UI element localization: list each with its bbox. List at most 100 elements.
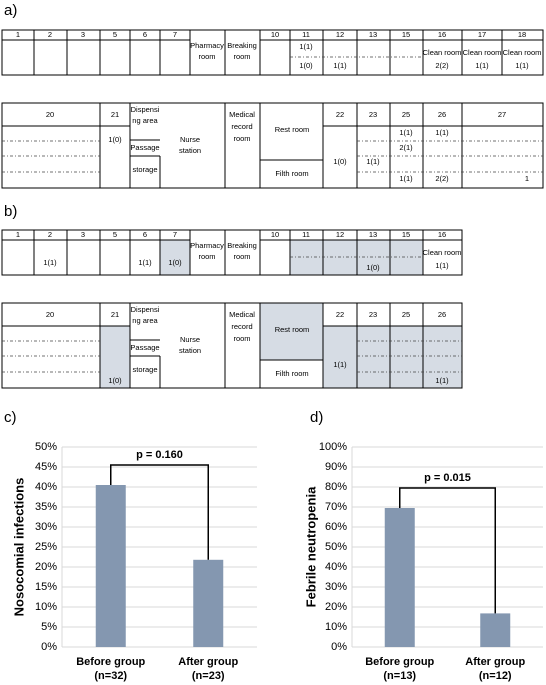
y-axis-title: Febrile neutropenia (303, 486, 318, 607)
room-text: room (198, 52, 215, 61)
room-text: room (233, 134, 250, 143)
room-text: storage (132, 365, 157, 374)
y-tick-label: 35% (35, 501, 57, 513)
room-text: 5 (113, 230, 117, 239)
room-text: storage (132, 165, 157, 174)
room-text: 1 (525, 174, 529, 183)
room-text: room (233, 52, 250, 61)
room-text: room (233, 334, 250, 343)
room-text: 1(0) (333, 157, 347, 166)
y-tick-label: 20% (35, 561, 57, 573)
room-text: 23 (369, 310, 377, 319)
room-text: Rest room (275, 125, 310, 134)
room-text: 11 (302, 30, 310, 39)
room-text: 6 (143, 30, 147, 39)
room-text: 22 (336, 110, 344, 119)
room-text: Medical (229, 110, 255, 119)
room-text: 1(0) (366, 263, 380, 272)
room-text: 1(1) (435, 261, 449, 270)
room-text: 1(1) (399, 128, 413, 137)
room-text: 1(1) (515, 61, 529, 70)
significance-bracket (110, 464, 209, 560)
room-text: 22 (336, 310, 344, 319)
y-tick-label: 80% (325, 481, 347, 493)
bar (193, 559, 224, 647)
room-text: 26 (438, 110, 446, 119)
y-tick-label: 15% (35, 581, 57, 593)
x-tick-sublabel: (n=13) (383, 670, 416, 682)
y-tick-label: 20% (325, 601, 347, 613)
room-text: Medical (229, 310, 255, 319)
room-text: 2(1) (399, 143, 413, 152)
room-text: 1(1) (435, 128, 449, 137)
room-block (1, 229, 463, 276)
panel-label: b) (4, 203, 17, 220)
room-text: Dispensi (131, 305, 160, 314)
y-tick-label: 10% (325, 621, 347, 633)
room-text: Rest room (275, 325, 310, 334)
room-text: 16 (438, 30, 446, 39)
x-tick-label: After group (178, 656, 238, 668)
room-text: 1(1) (475, 61, 489, 70)
panel-label: d) (310, 409, 323, 426)
panel-label: c) (4, 409, 17, 426)
room-text: 1(0) (168, 258, 182, 267)
room-text: 21 (111, 110, 119, 119)
room-text: record (231, 322, 252, 331)
bar (384, 508, 415, 647)
room-text: ng area (132, 316, 158, 325)
y-tick-label: 0% (41, 641, 57, 653)
room-text: 11 (302, 230, 310, 239)
y-tick-label: 45% (35, 461, 57, 473)
room-text: Dispensi (131, 105, 160, 114)
room-text: station (179, 346, 201, 355)
room-text: 1 (16, 30, 20, 39)
y-tick-label: 90% (325, 461, 347, 473)
room-text: 3 (81, 30, 85, 39)
y-tick-label: 50% (325, 541, 347, 553)
y-tick-label: 60% (325, 521, 347, 533)
room-text: 1(0) (108, 135, 122, 144)
room-text: ng area (132, 116, 158, 125)
infection-area (160, 240, 190, 275)
room-text: record (231, 122, 252, 131)
y-tick-label: 5% (41, 621, 57, 633)
room-text: Clean room (423, 48, 462, 57)
infection-area (100, 326, 130, 388)
room-text: 1(1) (138, 258, 152, 267)
panel-label: a) (4, 2, 17, 19)
room-text: 25 (402, 310, 410, 319)
room-text: 20 (46, 310, 54, 319)
room-text: 2 (48, 230, 52, 239)
room-text: Breaking (227, 41, 257, 50)
room-text: 15 (402, 30, 410, 39)
infection-area (260, 303, 323, 360)
bar (480, 613, 511, 647)
room-text: 17 (478, 30, 486, 39)
room-text: 5 (113, 30, 117, 39)
room-text: Filth room (275, 369, 308, 378)
y-tick-label: 25% (35, 541, 57, 553)
room-text: Passage (130, 143, 159, 152)
room-text: Pharmacy (190, 41, 224, 50)
y-tick-label: 40% (325, 561, 347, 573)
room-text: 2(2) (435, 174, 449, 183)
room-text: 2 (48, 30, 52, 39)
y-tick-label: 10% (35, 601, 57, 613)
p-value-annotation: p = 0.015 (424, 472, 471, 484)
x-tick-sublabel: (n=23) (192, 670, 225, 682)
room-text: 1(1) (299, 42, 313, 51)
room-text: station (179, 146, 201, 155)
room-text: 1(0) (108, 376, 122, 385)
room-text: 1(0) (299, 61, 313, 70)
significance-bracket (399, 487, 496, 614)
bar (95, 485, 126, 647)
room-text: 13 (369, 230, 377, 239)
room-text: Passage (130, 343, 159, 352)
y-tick-label: 0% (331, 641, 347, 653)
x-tick-label: After group (465, 656, 525, 668)
y-tick-label: 40% (35, 481, 57, 493)
x-tick-sublabel: (n=32) (94, 670, 127, 682)
room-text: 7 (173, 30, 177, 39)
